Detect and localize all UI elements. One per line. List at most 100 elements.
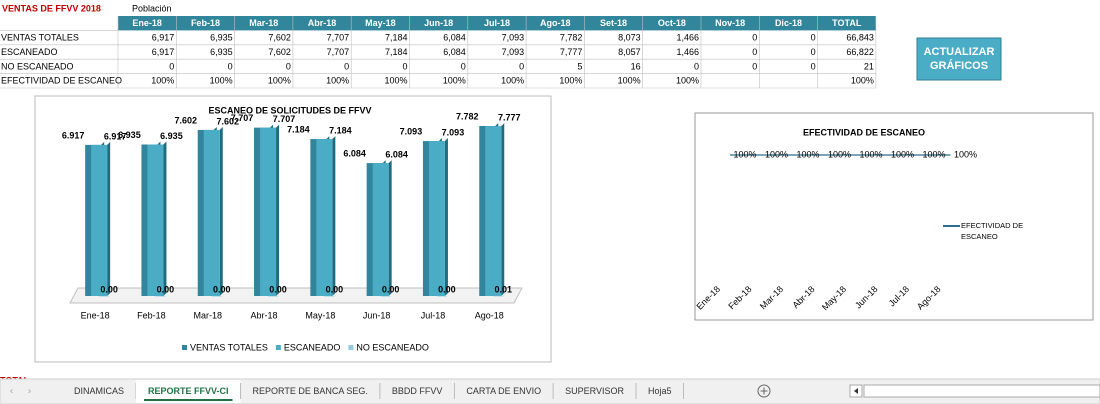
- sheet-tab[interactable]: REPORTE DE BANCA SEG.: [253, 386, 368, 396]
- table-cell: 0: [519, 61, 524, 71]
- x-tick-label: Ene-18: [81, 310, 110, 320]
- data-label: 6.084: [385, 149, 408, 159]
- data-label: 7.093: [442, 127, 465, 137]
- data-label: 100%: [828, 149, 851, 159]
- bar: [493, 295, 504, 297]
- bar: [147, 144, 164, 296]
- column-header: Jul-18: [484, 18, 510, 28]
- data-label: 100%: [891, 149, 914, 159]
- add-sheet[interactable]: [757, 384, 771, 398]
- column-header: Jun-18: [424, 18, 453, 28]
- sheet-tab[interactable]: SUPERVISOR: [565, 386, 624, 396]
- table-cell: 1,466: [676, 32, 699, 42]
- update-button[interactable]: [916, 37, 1002, 81]
- table-cell: 0: [694, 61, 699, 71]
- data-label: 0.00: [213, 284, 231, 294]
- data-label: 7.602: [174, 115, 197, 125]
- table-cell: 5: [577, 61, 582, 71]
- data-label: 6.917: [104, 131, 127, 141]
- legend-box: EFECTIVIDAD DE ESCANEO: [961, 221, 1023, 241]
- bar-side: [276, 124, 280, 296]
- sheet-subtitle: Población: [132, 3, 172, 13]
- bar: [260, 127, 277, 296]
- table-cell: 0: [169, 61, 174, 71]
- sheet-tab[interactable]: REPORTE FFVV-CI: [148, 386, 229, 396]
- table-cell: 21: [864, 61, 874, 71]
- bar: [380, 296, 391, 297]
- data-label: 0.00: [438, 284, 456, 294]
- column-header: TOTAL: [832, 18, 862, 28]
- table-cell: 6,084: [443, 32, 466, 42]
- chart-frame: [694, 112, 1094, 321]
- legend-label: ESCANEADO: [284, 342, 341, 352]
- table-cell: 6,935: [210, 32, 233, 42]
- tab-scroll-right[interactable]: ›: [28, 385, 31, 395]
- row-label: EFECTIVIDAD DE ESCANEO: [1, 76, 122, 86]
- sheet-tab[interactable]: Hoja5: [648, 386, 672, 396]
- column-header: Abr-18: [308, 18, 337, 28]
- table-cell: 100%: [210, 76, 233, 86]
- legend-swatch: [348, 345, 354, 350]
- data-label: 7.184: [329, 125, 352, 135]
- bar: [211, 296, 222, 297]
- data-label: 0.00: [269, 284, 287, 294]
- column-header: Feb-18: [191, 18, 220, 28]
- bar: [268, 296, 279, 297]
- chart-title: ESCANEO DE SOLICITUDES DE FFVV: [208, 105, 371, 115]
- bar: [155, 296, 166, 297]
- table-cell: 0: [752, 61, 757, 71]
- sheet-tab[interactable]: DINAMICAS: [74, 386, 124, 396]
- data-label: 6.935: [118, 130, 141, 140]
- table-cell: 0: [402, 61, 407, 71]
- bar-side: [388, 160, 392, 296]
- bar: [324, 296, 335, 297]
- table-cell: 100%: [384, 76, 407, 86]
- table-cell: 0: [228, 61, 233, 71]
- bar: [428, 141, 445, 296]
- sheet-tab[interactable]: BBDD FFVV: [392, 386, 443, 396]
- bar: [436, 296, 447, 297]
- scroll-left-icon: [854, 388, 858, 394]
- x-tick-label: Mar-18: [193, 310, 222, 320]
- data-label: 7.602: [216, 116, 239, 126]
- data-label: 7.707: [231, 113, 254, 123]
- tab-scroll-left[interactable]: ‹: [10, 385, 13, 395]
- table-cell: 7,782: [560, 32, 583, 42]
- data-label: 7.093: [400, 126, 423, 136]
- bar: [316, 139, 333, 296]
- data-label: 0.00: [382, 284, 400, 294]
- sheet-tab[interactable]: CARTA DE ENVIO: [466, 386, 541, 396]
- row-label: ESCANEADO: [1, 47, 58, 57]
- table-cell: 6,917: [152, 32, 175, 42]
- column-header: Ago-18: [540, 18, 571, 28]
- table-cell: 0: [811, 61, 816, 71]
- x-tick-label: May-18: [305, 310, 335, 320]
- bar: [372, 163, 389, 296]
- update-button-label[interactable]: ACTUALIZAR GRÁFICOS: [923, 46, 995, 72]
- row-label: NO ESCANEADO: [1, 61, 74, 71]
- column-header: Ene-18: [132, 18, 162, 28]
- table-cell: 0: [752, 47, 757, 57]
- row-label: VENTAS TOTALES: [1, 32, 79, 42]
- table-cell: 7,093: [502, 47, 525, 57]
- column-header: Oct-18: [658, 18, 686, 28]
- horizontal-scrollbar[interactable]: [863, 384, 1100, 398]
- data-label: 100%: [859, 149, 882, 159]
- table-cell: 100%: [326, 76, 349, 86]
- bar-side: [163, 141, 167, 296]
- table-cell: 1,466: [676, 47, 699, 57]
- data-label: 7.184: [287, 124, 310, 134]
- table-cell: 66,843: [846, 32, 874, 42]
- chart-title: EFECTIVIDAD DE ESCANEO: [803, 127, 925, 137]
- data-label: 100%: [733, 149, 756, 159]
- column-header: Nov-18: [715, 18, 745, 28]
- table-cell: 0: [752, 32, 757, 42]
- x-tick-label: Ago-18: [475, 310, 504, 320]
- bar: [203, 129, 220, 296]
- bar-side: [503, 292, 507, 296]
- bar-side: [501, 123, 505, 297]
- data-label: 7.707: [273, 114, 296, 124]
- table-cell: 0: [461, 61, 466, 71]
- x-tick-label: Abr-18: [251, 310, 278, 320]
- data-label: 6.084: [343, 148, 366, 158]
